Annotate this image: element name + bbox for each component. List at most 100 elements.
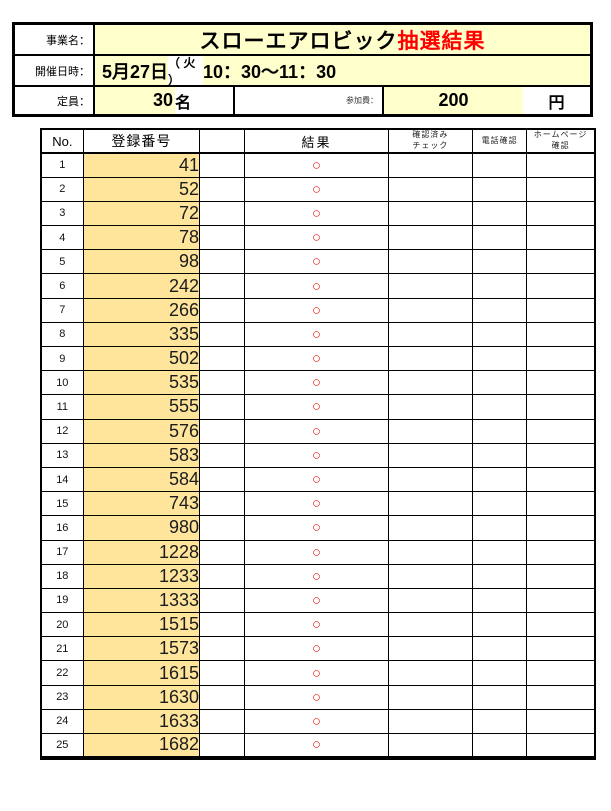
table-row: 15 743 ○ xyxy=(40,491,596,517)
result-cell: ○ xyxy=(244,345,389,372)
phone-confirm-cell xyxy=(472,273,528,299)
business-name-label: 事業名： xyxy=(15,25,95,54)
phone-confirm-cell xyxy=(472,660,528,686)
row-number-cell: 11 xyxy=(40,394,84,420)
check-cell xyxy=(387,249,474,275)
blank-cell xyxy=(199,732,246,759)
check-cell xyxy=(387,636,474,662)
row-number-cell: 20 xyxy=(40,612,84,638)
phone-confirm-cell xyxy=(472,708,528,735)
row-number-cell: 9 xyxy=(40,345,84,372)
registration-number-cell: 583 xyxy=(82,442,201,468)
phone-confirm-cell xyxy=(472,515,528,541)
homepage-confirm-cell xyxy=(526,225,596,251)
phone-confirm-cell xyxy=(472,225,528,251)
datetime-label: 開催日時： xyxy=(15,56,95,85)
table-row: 2 52 ○ xyxy=(40,176,596,202)
column-header-result: 結果 xyxy=(244,128,389,154)
phone-confirm-cell xyxy=(472,466,528,493)
row-number-cell: 12 xyxy=(40,418,84,444)
blank-cell xyxy=(199,273,246,299)
table-row: 7 266 ○ xyxy=(40,297,596,323)
check-cell xyxy=(387,297,474,323)
homepage-confirm-cell xyxy=(526,491,596,517)
result-cell: ○ xyxy=(244,176,389,202)
blank-cell xyxy=(199,225,246,251)
datetime-row: 開催日時： 5月27日 （ 火 ） 10：30～11：30 xyxy=(15,54,590,87)
homepage-confirm-cell xyxy=(526,515,596,541)
blank-cell xyxy=(199,370,246,396)
blank-cell xyxy=(199,394,246,420)
registration-number-cell: 41 xyxy=(82,152,201,178)
table-row: 23 1630 ○ xyxy=(40,684,596,710)
event-title: スローエアロビック 抽選結果 xyxy=(95,25,590,54)
row-number-cell: 13 xyxy=(40,442,84,468)
capacity-label: 定員： xyxy=(15,87,95,114)
blank-cell xyxy=(199,297,246,323)
result-cell: ○ xyxy=(244,612,389,638)
phone-confirm-cell xyxy=(472,539,528,565)
row-number-cell: 25 xyxy=(40,732,84,759)
registration-number-cell: 980 xyxy=(82,515,201,541)
row-number-cell: 16 xyxy=(40,515,84,541)
blank-cell xyxy=(199,200,246,227)
table-row: 8 335 ○ xyxy=(40,321,596,348)
homepage-confirm-cell xyxy=(526,708,596,735)
homepage-confirm-cell xyxy=(526,660,596,686)
homepage-confirm-cell xyxy=(526,370,596,396)
table-row: 5 98 ○ xyxy=(40,249,596,275)
check-cell xyxy=(387,466,474,493)
event-title-result: 抽選結果 xyxy=(397,29,486,53)
row-number-cell: 3 xyxy=(40,200,84,227)
result-cell: ○ xyxy=(244,563,389,589)
homepage-confirm-cell xyxy=(526,418,596,444)
fee-value: 200 xyxy=(384,87,523,114)
blank-cell xyxy=(199,249,246,275)
blank-cell xyxy=(199,176,246,202)
row-number-cell: 4 xyxy=(40,225,84,251)
result-cell: ○ xyxy=(244,152,389,178)
registration-number-cell: 242 xyxy=(82,273,201,299)
column-header-phone: 電話確認 xyxy=(472,128,528,154)
check-cell xyxy=(387,442,474,468)
table-row: 18 1233 ○ xyxy=(40,563,596,589)
result-cell: ○ xyxy=(244,370,389,396)
check-cell xyxy=(387,515,474,541)
table-row: 4 78 ○ xyxy=(40,225,596,251)
check-cell xyxy=(387,176,474,202)
row-number-cell: 23 xyxy=(40,684,84,710)
registration-number-cell: 335 xyxy=(82,321,201,348)
table-row: 10 535 ○ xyxy=(40,370,596,396)
registration-number-cell: 555 xyxy=(82,394,201,420)
result-cell: ○ xyxy=(244,587,389,614)
registration-number-cell: 1573 xyxy=(82,636,201,662)
column-header-blank xyxy=(199,128,246,154)
check-cell xyxy=(387,587,474,614)
homepage-confirm-cell xyxy=(526,200,596,227)
result-cell: ○ xyxy=(244,273,389,299)
table-row: 11 555 ○ xyxy=(40,394,596,420)
registration-number-cell: 1515 xyxy=(82,612,201,638)
registration-number-cell: 266 xyxy=(82,297,201,323)
homepage-confirm-cell xyxy=(526,249,596,275)
homepage-confirm-cell xyxy=(526,321,596,348)
blank-cell xyxy=(199,587,246,614)
result-cell: ○ xyxy=(244,321,389,348)
row-number-cell: 1 xyxy=(40,152,84,178)
event-title-name: スローエアロビック xyxy=(199,29,398,53)
event-time: 10：30～11：30 xyxy=(203,56,590,85)
column-header-registration: 登録番号 xyxy=(82,128,201,154)
table-row: 19 1333 ○ xyxy=(40,587,596,614)
row-number-cell: 17 xyxy=(40,539,84,565)
result-cell: ○ xyxy=(244,418,389,444)
column-header-homepage-line1: ホームページ xyxy=(533,130,588,140)
blank-cell xyxy=(199,636,246,662)
homepage-confirm-cell xyxy=(526,442,596,468)
result-cell: ○ xyxy=(244,200,389,227)
blank-cell xyxy=(199,515,246,541)
row-number-cell: 7 xyxy=(40,297,84,323)
blank-cell xyxy=(199,708,246,735)
registration-number-cell: 1633 xyxy=(82,708,201,735)
column-header-check-line2: チェック xyxy=(412,141,449,150)
homepage-confirm-cell xyxy=(526,563,596,589)
